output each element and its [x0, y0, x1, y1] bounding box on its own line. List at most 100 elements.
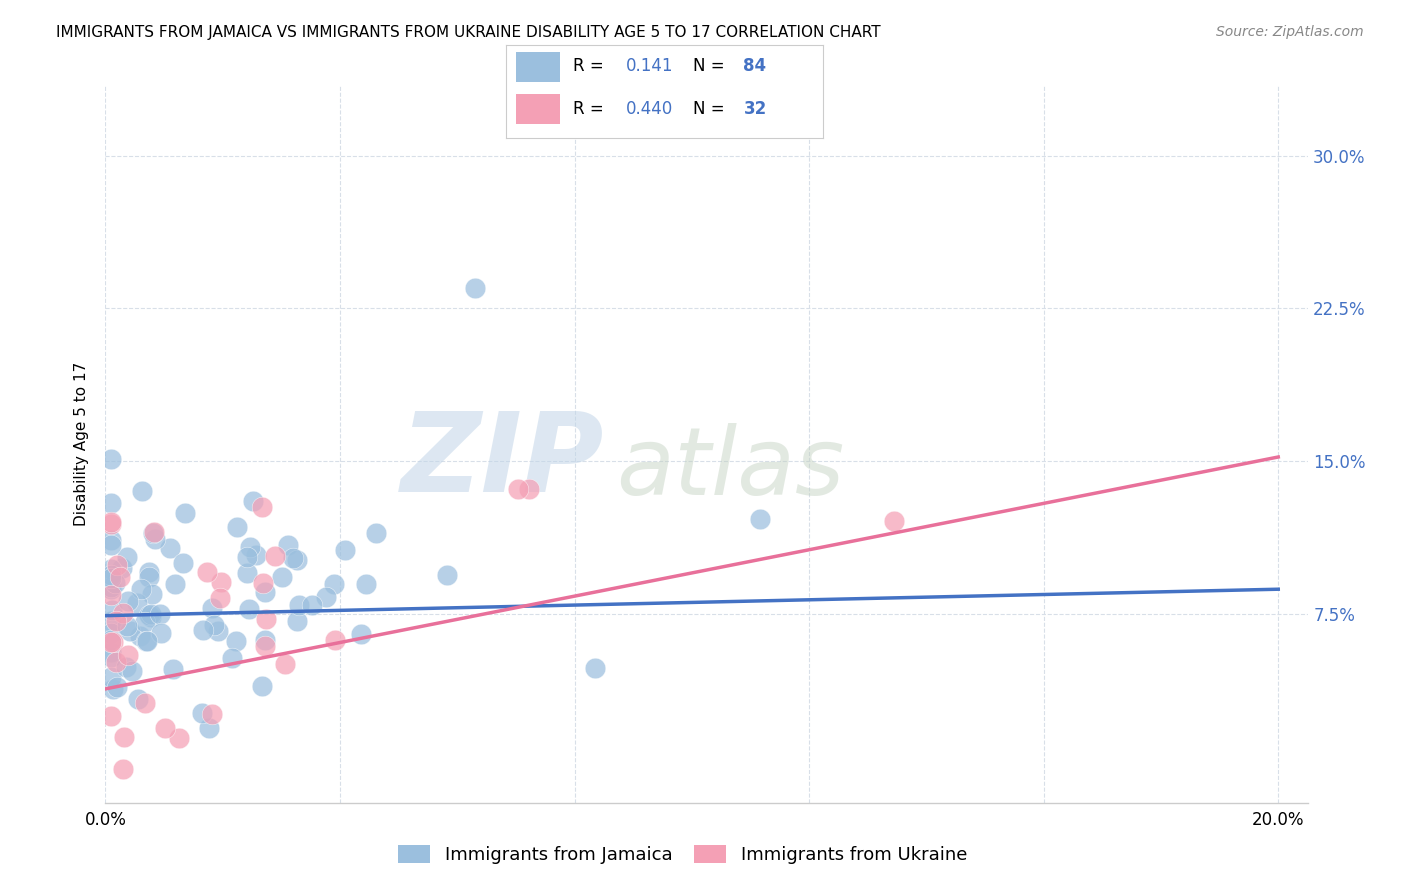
Point — [100, 582, 122, 596]
Text: ZIP: ZIP — [401, 409, 605, 516]
Point — [101, 634, 124, 648]
Point — [112, 762, 135, 776]
Point — [162, 662, 184, 676]
Point — [277, 538, 299, 552]
Point — [159, 541, 181, 555]
Point — [323, 632, 346, 647]
Point — [100, 580, 122, 594]
Point — [135, 634, 157, 648]
Point — [118, 624, 141, 638]
Point — [165, 577, 187, 591]
Point — [100, 515, 122, 529]
Point — [100, 571, 122, 585]
Point — [208, 591, 231, 605]
Point — [285, 614, 308, 628]
Text: 0.141: 0.141 — [626, 57, 673, 75]
Point — [202, 618, 225, 632]
Point — [134, 615, 156, 630]
Point — [100, 635, 122, 649]
Point — [100, 626, 122, 640]
Point — [253, 632, 276, 647]
Point — [100, 568, 122, 582]
Point — [288, 598, 311, 612]
Point — [236, 566, 259, 581]
Point — [464, 281, 486, 295]
Point — [153, 721, 176, 735]
Point — [100, 632, 122, 647]
Point — [149, 607, 172, 622]
Point — [283, 550, 305, 565]
Point — [136, 634, 159, 648]
Point — [221, 651, 243, 665]
Point — [191, 706, 214, 721]
Point — [115, 550, 138, 565]
Point — [111, 560, 134, 574]
Point — [508, 483, 530, 497]
Point — [252, 576, 274, 591]
Bar — [516, 95, 560, 124]
Point — [350, 627, 373, 641]
Point — [117, 648, 139, 662]
Point — [100, 452, 122, 467]
Point — [100, 708, 122, 723]
Point — [173, 506, 195, 520]
Point — [117, 594, 139, 608]
Point — [100, 496, 122, 510]
Point — [141, 587, 163, 601]
Point — [100, 645, 122, 659]
Text: N =: N = — [693, 57, 724, 75]
Point — [104, 614, 127, 628]
Point — [100, 538, 122, 552]
Point — [239, 540, 262, 554]
Point — [100, 670, 122, 684]
Point — [105, 655, 128, 669]
Point — [105, 558, 128, 572]
Point — [100, 562, 122, 576]
Point — [142, 526, 165, 541]
Point — [100, 533, 122, 547]
Point — [131, 484, 153, 499]
Point — [250, 500, 273, 514]
Point — [134, 696, 156, 710]
Point — [250, 679, 273, 693]
Point — [100, 588, 122, 602]
Point — [143, 532, 166, 546]
Point — [127, 692, 149, 706]
Point — [242, 494, 264, 508]
Point — [333, 543, 356, 558]
Point — [225, 634, 247, 648]
Point — [125, 596, 148, 610]
Bar — [516, 52, 560, 82]
Point — [301, 598, 323, 612]
Point — [191, 623, 214, 637]
Point — [138, 607, 160, 622]
Point — [141, 607, 163, 621]
Point — [201, 601, 224, 615]
Point — [198, 721, 221, 735]
Text: Source: ZipAtlas.com: Source: ZipAtlas.com — [1216, 25, 1364, 39]
Point — [271, 570, 294, 584]
Point — [883, 514, 905, 528]
Text: 84: 84 — [744, 57, 766, 75]
Point — [100, 614, 122, 628]
Point — [238, 602, 260, 616]
Point — [100, 649, 122, 664]
Point — [103, 682, 125, 697]
Point — [366, 526, 388, 541]
Text: R =: R = — [572, 100, 603, 119]
Point — [149, 625, 172, 640]
Point — [207, 624, 229, 638]
Point — [139, 610, 162, 624]
Legend: Immigrants from Jamaica, Immigrants from Ukraine: Immigrants from Jamaica, Immigrants from… — [391, 838, 974, 871]
Point — [115, 619, 138, 633]
Text: R =: R = — [572, 57, 603, 75]
Point — [748, 512, 770, 526]
Point — [105, 680, 128, 694]
Point — [225, 519, 247, 533]
Text: 0.440: 0.440 — [626, 100, 673, 119]
Point — [104, 576, 127, 591]
Point — [253, 585, 276, 599]
Point — [108, 570, 131, 584]
Point — [100, 516, 122, 531]
Text: atlas: atlas — [616, 424, 845, 515]
